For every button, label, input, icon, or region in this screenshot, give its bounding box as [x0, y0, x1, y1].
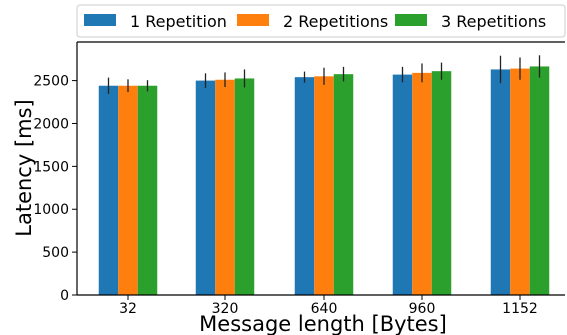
x-tick-label: 960: [409, 301, 436, 317]
bar: [234, 78, 255, 295]
bar: [431, 71, 452, 295]
bar: [529, 66, 550, 295]
legend-swatch: [84, 14, 116, 26]
x-tick-label: 32: [119, 301, 137, 317]
legend-swatch: [237, 14, 269, 26]
y-tick-label: 2500: [33, 74, 69, 90]
legend-label: 1 Repetition: [130, 12, 227, 31]
legend-frame: [76, 4, 566, 38]
bar: [412, 72, 432, 295]
bar: [195, 80, 216, 295]
bar: [333, 74, 354, 296]
legend-label: 3 Repetitions: [441, 12, 546, 31]
bar: [314, 76, 334, 295]
y-tick-label: 1000: [33, 202, 69, 218]
bar: [137, 85, 158, 295]
y-tick-label: 1500: [33, 159, 69, 175]
bar: [98, 85, 119, 295]
bars: [98, 66, 550, 296]
legend-swatch: [395, 14, 427, 26]
y-axis-label: Latency [ms]: [12, 99, 36, 236]
bar: [392, 74, 413, 295]
y-tick-label: 500: [42, 245, 69, 261]
y-ticks: 0 500 1000 1500 2000 2500: [33, 74, 77, 304]
bar: [294, 77, 315, 295]
x-tick-label: 640: [311, 301, 338, 317]
bar: [510, 68, 530, 295]
bar: [490, 69, 511, 296]
x-ticks: 32 320 640 960 1152: [119, 295, 538, 317]
error-bars: [107, 55, 541, 94]
legend-label: 2 Repetitions: [283, 12, 388, 31]
y-tick-label: 0: [60, 288, 69, 304]
bar: [215, 79, 235, 295]
legend: 1 Repetition 2 Repetitions 3 Repetitions: [76, 4, 566, 38]
bar: [118, 85, 138, 295]
y-tick-label: 2000: [33, 116, 69, 132]
axes: [76, 41, 565, 296]
x-axis-label: Message length [Bytes]: [199, 312, 447, 335]
x-tick-label: 1152: [502, 301, 538, 317]
x-tick-label: 320: [212, 301, 239, 317]
